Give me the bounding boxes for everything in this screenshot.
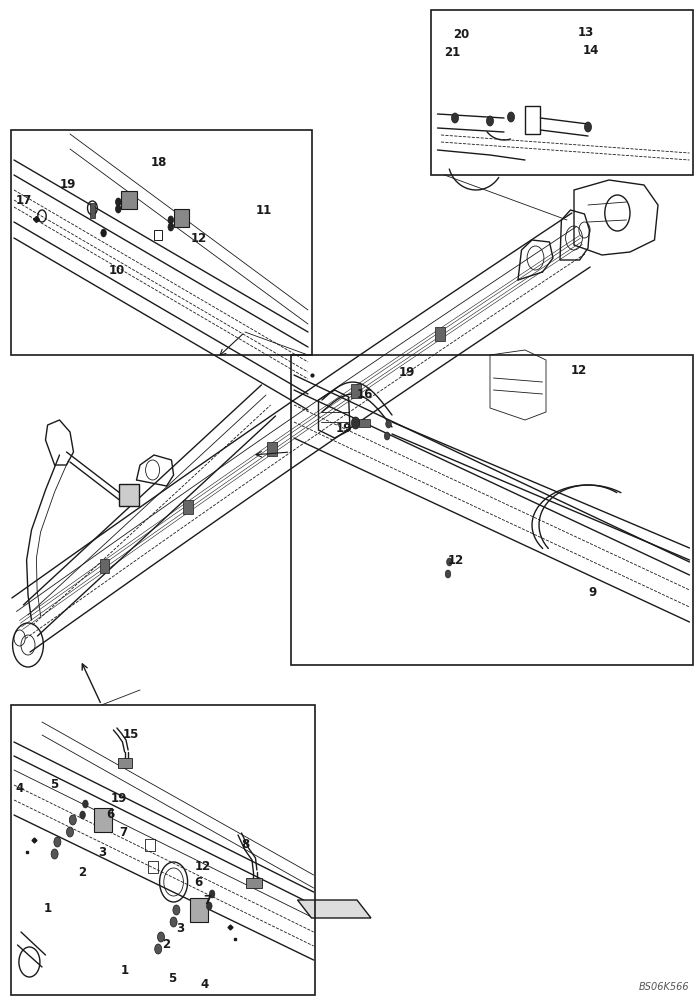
Circle shape [116,198,121,206]
Text: 17: 17 [15,194,32,207]
Bar [246,878,262,888]
Bar [174,209,189,227]
Circle shape [83,800,88,808]
Text: 12: 12 [448,554,464,566]
Bar [121,191,136,209]
Circle shape [168,223,174,231]
Text: 1: 1 [43,902,52,914]
Bar [94,808,112,832]
Bar [290,355,693,665]
Text: 2: 2 [78,865,87,879]
Text: 4: 4 [200,978,209,992]
Text: 10: 10 [108,263,125,276]
Text: 1: 1 [120,964,129,976]
Bar [267,442,276,456]
Circle shape [351,417,360,429]
Circle shape [173,905,180,915]
Text: 11: 11 [256,204,272,217]
Text: 7: 7 [119,826,127,840]
Polygon shape [298,900,371,918]
Circle shape [584,122,592,132]
Circle shape [486,116,493,126]
Circle shape [66,827,74,837]
Bar [430,10,693,175]
Bar [10,130,312,355]
Bar [190,898,208,922]
Bar [183,500,193,514]
Text: 19: 19 [60,178,76,192]
Text: 6: 6 [106,808,115,822]
Circle shape [445,570,451,578]
Text: 20: 20 [454,28,470,41]
Bar [90,203,95,218]
Circle shape [155,944,162,954]
Bar [99,559,109,573]
Circle shape [384,432,390,440]
Circle shape [101,229,106,237]
Text: 6: 6 [195,876,203,890]
Circle shape [447,558,452,566]
Circle shape [209,890,215,898]
Text: 13: 13 [578,25,594,38]
Circle shape [508,112,514,122]
Bar [525,106,540,134]
Circle shape [158,932,164,942]
Text: 3: 3 [176,922,185,934]
Circle shape [116,205,121,213]
Text: 8: 8 [241,838,250,852]
Text: 16: 16 [357,388,373,401]
Circle shape [69,815,76,825]
Bar [351,384,361,398]
Circle shape [452,113,458,123]
Text: 18: 18 [150,155,167,168]
Text: 19: 19 [111,792,127,804]
Text: 4: 4 [15,782,24,794]
Text: 15: 15 [122,728,139,742]
Text: 9: 9 [588,585,596,598]
Text: 7: 7 [203,894,211,906]
Circle shape [170,917,177,927]
Bar [435,327,445,341]
Bar [154,230,162,240]
Bar [118,758,132,768]
Circle shape [51,849,58,859]
Text: 5: 5 [50,778,59,792]
Circle shape [80,811,85,819]
Bar [359,419,370,427]
Text: 19: 19 [399,365,415,378]
Text: 3: 3 [98,846,106,858]
Bar [10,705,315,995]
Circle shape [168,216,174,224]
Text: 5: 5 [168,972,176,984]
Bar [148,861,158,873]
Text: 21: 21 [444,45,461,58]
Text: 12: 12 [195,860,211,874]
Circle shape [54,837,61,847]
Bar [145,839,155,851]
Text: 2: 2 [162,938,171,952]
Text: 19: 19 [336,422,352,434]
Text: BS06K566: BS06K566 [639,982,690,992]
Text: 12: 12 [190,232,206,244]
Circle shape [206,902,212,910]
Text: 12: 12 [570,363,587,376]
Circle shape [386,420,391,428]
Bar [119,484,139,506]
Text: 14: 14 [582,43,598,56]
